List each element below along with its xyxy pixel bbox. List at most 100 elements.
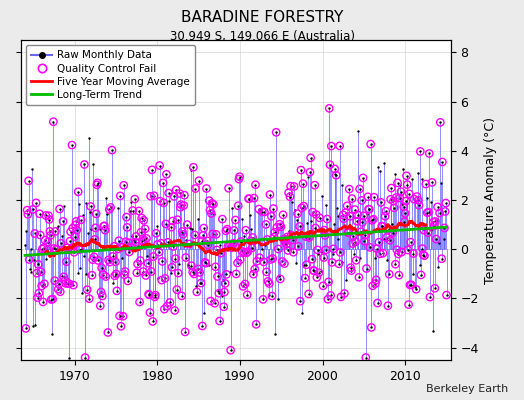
Point: [333, 205, 341, 212]
Point: [34, 294, 42, 301]
Point: [233, 260, 242, 266]
Point: [423, 210, 431, 216]
Point: [51, 228, 60, 234]
Point: [397, 188, 405, 195]
Point: [232, 271, 241, 277]
Point: [36, 210, 44, 217]
Point: [133, 261, 141, 267]
Point: [176, 204, 184, 210]
Point: [351, 239, 359, 245]
Point: [372, 280, 380, 287]
Point: [353, 218, 361, 224]
Point: [98, 293, 106, 299]
Point: [395, 272, 403, 278]
Point: [274, 246, 282, 252]
Point: [233, 246, 241, 252]
Point: [357, 228, 365, 235]
Point: [383, 257, 391, 264]
Point: [182, 236, 191, 243]
Point: [94, 257, 102, 264]
Point: [211, 300, 219, 306]
Point: [218, 216, 226, 222]
Point: [161, 275, 169, 282]
Point: [353, 212, 362, 218]
Point: [176, 190, 184, 197]
Point: [85, 296, 93, 302]
Point: [321, 232, 329, 238]
Point: [304, 173, 312, 180]
Point: [337, 294, 345, 300]
Point: [332, 172, 341, 178]
Point: [69, 225, 77, 231]
Point: [425, 150, 433, 157]
Point: [109, 280, 117, 286]
Point: [189, 164, 198, 170]
Point: [40, 281, 49, 287]
Point: [429, 328, 437, 334]
Point: [340, 216, 348, 222]
Point: [168, 264, 176, 270]
Point: [339, 212, 347, 218]
Point: [148, 318, 157, 325]
Point: [230, 227, 238, 234]
Point: [92, 211, 100, 217]
Point: [162, 171, 171, 178]
Point: [155, 249, 163, 255]
Point: [331, 166, 339, 172]
Point: [48, 330, 56, 337]
Point: [68, 142, 76, 148]
Point: [137, 215, 146, 221]
Point: [357, 197, 366, 204]
Point: [398, 249, 406, 255]
Point: [182, 254, 190, 261]
Point: [201, 259, 209, 266]
Point: [79, 212, 87, 218]
Point: [327, 143, 335, 149]
Point: [89, 160, 97, 167]
Point: [235, 174, 244, 180]
Point: [139, 217, 148, 224]
Point: [67, 228, 75, 235]
Point: [373, 246, 381, 252]
Point: [253, 258, 261, 264]
Point: [47, 232, 55, 238]
Point: [183, 221, 191, 228]
Point: [362, 354, 370, 361]
Point: [368, 217, 376, 224]
Point: [432, 236, 440, 242]
Point: [403, 247, 412, 253]
Point: [111, 272, 119, 279]
Point: [145, 292, 154, 298]
Point: [198, 323, 206, 329]
Point: [441, 208, 449, 215]
Point: [170, 193, 178, 200]
Point: [292, 260, 300, 266]
Point: [372, 277, 380, 283]
Point: [348, 240, 357, 247]
Point: [259, 296, 267, 302]
Point: [119, 182, 128, 188]
Point: [432, 236, 440, 242]
Point: [59, 218, 67, 224]
Point: [287, 183, 295, 189]
Point: [378, 223, 387, 230]
Point: [343, 202, 352, 209]
Point: [215, 318, 224, 324]
Point: [324, 279, 333, 285]
Point: [300, 203, 308, 209]
Point: [316, 226, 324, 232]
Point: [224, 243, 232, 250]
Point: [211, 300, 219, 306]
Point: [329, 251, 337, 257]
Point: [265, 280, 274, 287]
Point: [189, 269, 197, 275]
Point: [355, 186, 364, 192]
Point: [138, 238, 147, 244]
Point: [73, 270, 82, 276]
Point: [176, 190, 184, 197]
Point: [49, 296, 57, 302]
Point: [253, 239, 261, 245]
Point: [89, 256, 97, 263]
Point: [397, 188, 405, 195]
Point: [141, 226, 149, 232]
